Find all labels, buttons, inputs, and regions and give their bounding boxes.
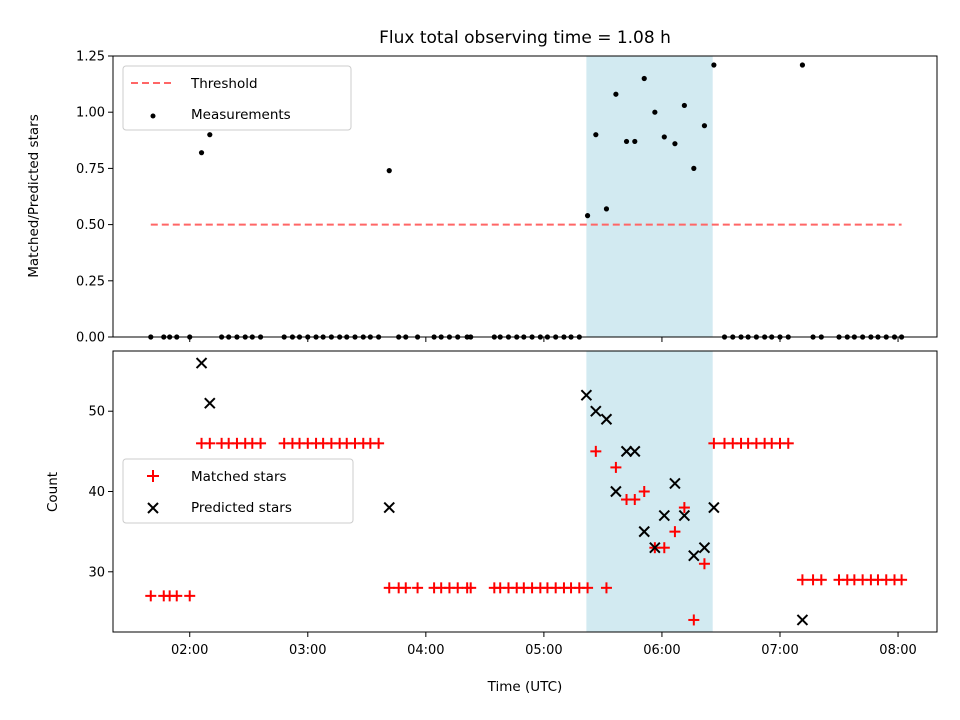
- measurement-point: [623, 138, 630, 145]
- y-tick-label: 0.50: [76, 218, 105, 233]
- matched-star-point: [383, 582, 395, 594]
- predicted-star-point: [600, 413, 613, 425]
- top-legend: Threshold Measurements: [122, 65, 352, 131]
- x-tick-label: 07:00: [761, 643, 798, 658]
- matched-star-point: [698, 558, 710, 570]
- bottom-ylabel: Count: [45, 472, 61, 512]
- bottom-panel: 30 40 50 02:00 03:00 04:00 05:00 06:00 07:00 08:…: [45, 350, 938, 695]
- measurement-point: [198, 150, 205, 156]
- predicted-star-point: [688, 550, 700, 562]
- matched-star-point: [184, 590, 196, 602]
- matched-star-point: [255, 437, 267, 449]
- x-tick-label: 05:00: [525, 643, 562, 658]
- top-ylabel: Matched/Predicted stars: [26, 114, 42, 277]
- predicted-star-point: [678, 509, 691, 522]
- y-tick-label: 0.25: [76, 274, 105, 289]
- predicted-star-point: [383, 501, 395, 514]
- matched-star-point: [600, 582, 612, 594]
- y-tick-label: 0.75: [76, 162, 105, 177]
- matched-star-point: [373, 437, 385, 449]
- legend-predicted-label: Predicted stars: [191, 500, 292, 516]
- matched-star-point: [412, 582, 424, 594]
- legend-threshold-label: Threshold: [190, 76, 258, 92]
- matched-star-point: [145, 590, 157, 602]
- measurement-point: [701, 123, 708, 129]
- matched-star-point: [678, 502, 690, 514]
- matched-star-point: [782, 437, 794, 449]
- matched-star-point: [815, 574, 827, 586]
- measurement-point: [584, 213, 591, 219]
- predicted-star-point: [620, 445, 633, 458]
- predicted-star-point: [610, 485, 622, 498]
- top-legend-box: [122, 65, 352, 131]
- predicted-star-point: [649, 541, 661, 554]
- matched-star-point: [204, 437, 216, 449]
- matched-star-point: [688, 614, 700, 626]
- measurement-point: [799, 62, 806, 68]
- y-tick-label: 50: [88, 405, 105, 420]
- bottom-legend: Matched stars Predicted stars: [122, 458, 354, 524]
- measurement-point: [613, 91, 619, 97]
- y-tick-label: 1.00: [76, 106, 105, 121]
- matched-star-point: [658, 542, 670, 554]
- bottom-xlabel: Time (UTC): [487, 679, 563, 695]
- matched-star-point: [796, 574, 808, 586]
- predicted-star-point: [796, 614, 809, 626]
- predicted-star-point: [698, 541, 711, 554]
- measurement-point: [603, 206, 610, 212]
- x-tick-label: 04:00: [407, 643, 444, 658]
- matched-star-point: [610, 461, 622, 473]
- matched-star-point: [629, 494, 641, 506]
- measurement-point: [386, 168, 392, 174]
- top-panel: 0.00 0.25 0.50 0.75 1.00 1.25 Matched/Predict…: [26, 50, 938, 346]
- legend-measurements-swatch: [150, 113, 156, 119]
- matched-star-point: [896, 574, 908, 586]
- chart-title: Flux total observing time = 1.08 h: [379, 28, 671, 48]
- predicted-star-point: [204, 397, 216, 409]
- matched-star-point: [590, 445, 602, 457]
- predicted-star-point: [195, 357, 208, 369]
- matched-star-point: [708, 437, 720, 449]
- measurement-point: [632, 138, 638, 145]
- measurement-point: [672, 141, 678, 147]
- measurement-point: [593, 132, 599, 138]
- matched-star-point: [638, 486, 650, 497]
- matched-star-point: [452, 582, 464, 594]
- x-tick-label: 08:00: [879, 643, 916, 658]
- y-tick-label: 40: [88, 485, 105, 500]
- measurement-point: [641, 75, 647, 82]
- predicted-star-point: [590, 405, 602, 417]
- measurement-point: [691, 165, 697, 171]
- matched-star-point: [582, 582, 594, 594]
- measurement-point: [652, 109, 658, 115]
- measurement-point: [711, 62, 717, 68]
- predicted-star-point: [580, 389, 593, 401]
- predicted-star-point: [669, 477, 681, 490]
- observing-window-span: [586, 56, 713, 337]
- measurement-point: [661, 134, 667, 140]
- matched-star-point: [400, 582, 412, 594]
- matched-star-point: [465, 582, 477, 594]
- predicted-star-point: [638, 525, 650, 538]
- predicted-star-point: [658, 509, 671, 522]
- x-tick-label: 02:00: [171, 643, 208, 658]
- predicted-star-point: [629, 445, 641, 458]
- legend-matched-swatch: [147, 470, 159, 482]
- top-panel-frame: [112, 55, 938, 338]
- x-tick-label: 03:00: [289, 643, 326, 658]
- matched-star-point: [171, 590, 183, 602]
- matched-star-point: [669, 526, 681, 538]
- legend-predicted-swatch: [147, 502, 159, 514]
- legend-matched-label: Matched stars: [191, 469, 287, 485]
- bottom-legend-box: [122, 458, 354, 524]
- measurement-point: [681, 102, 687, 109]
- predicted-star-point: [708, 501, 720, 514]
- measurement-point: [207, 132, 213, 138]
- legend-measurements-label: Measurements: [191, 107, 291, 123]
- y-tick-label: 30: [88, 565, 105, 580]
- y-tick-label: 1.25: [76, 50, 105, 65]
- y-tick-label: 0.00: [76, 331, 105, 346]
- x-tick-label: 06:00: [643, 643, 680, 658]
